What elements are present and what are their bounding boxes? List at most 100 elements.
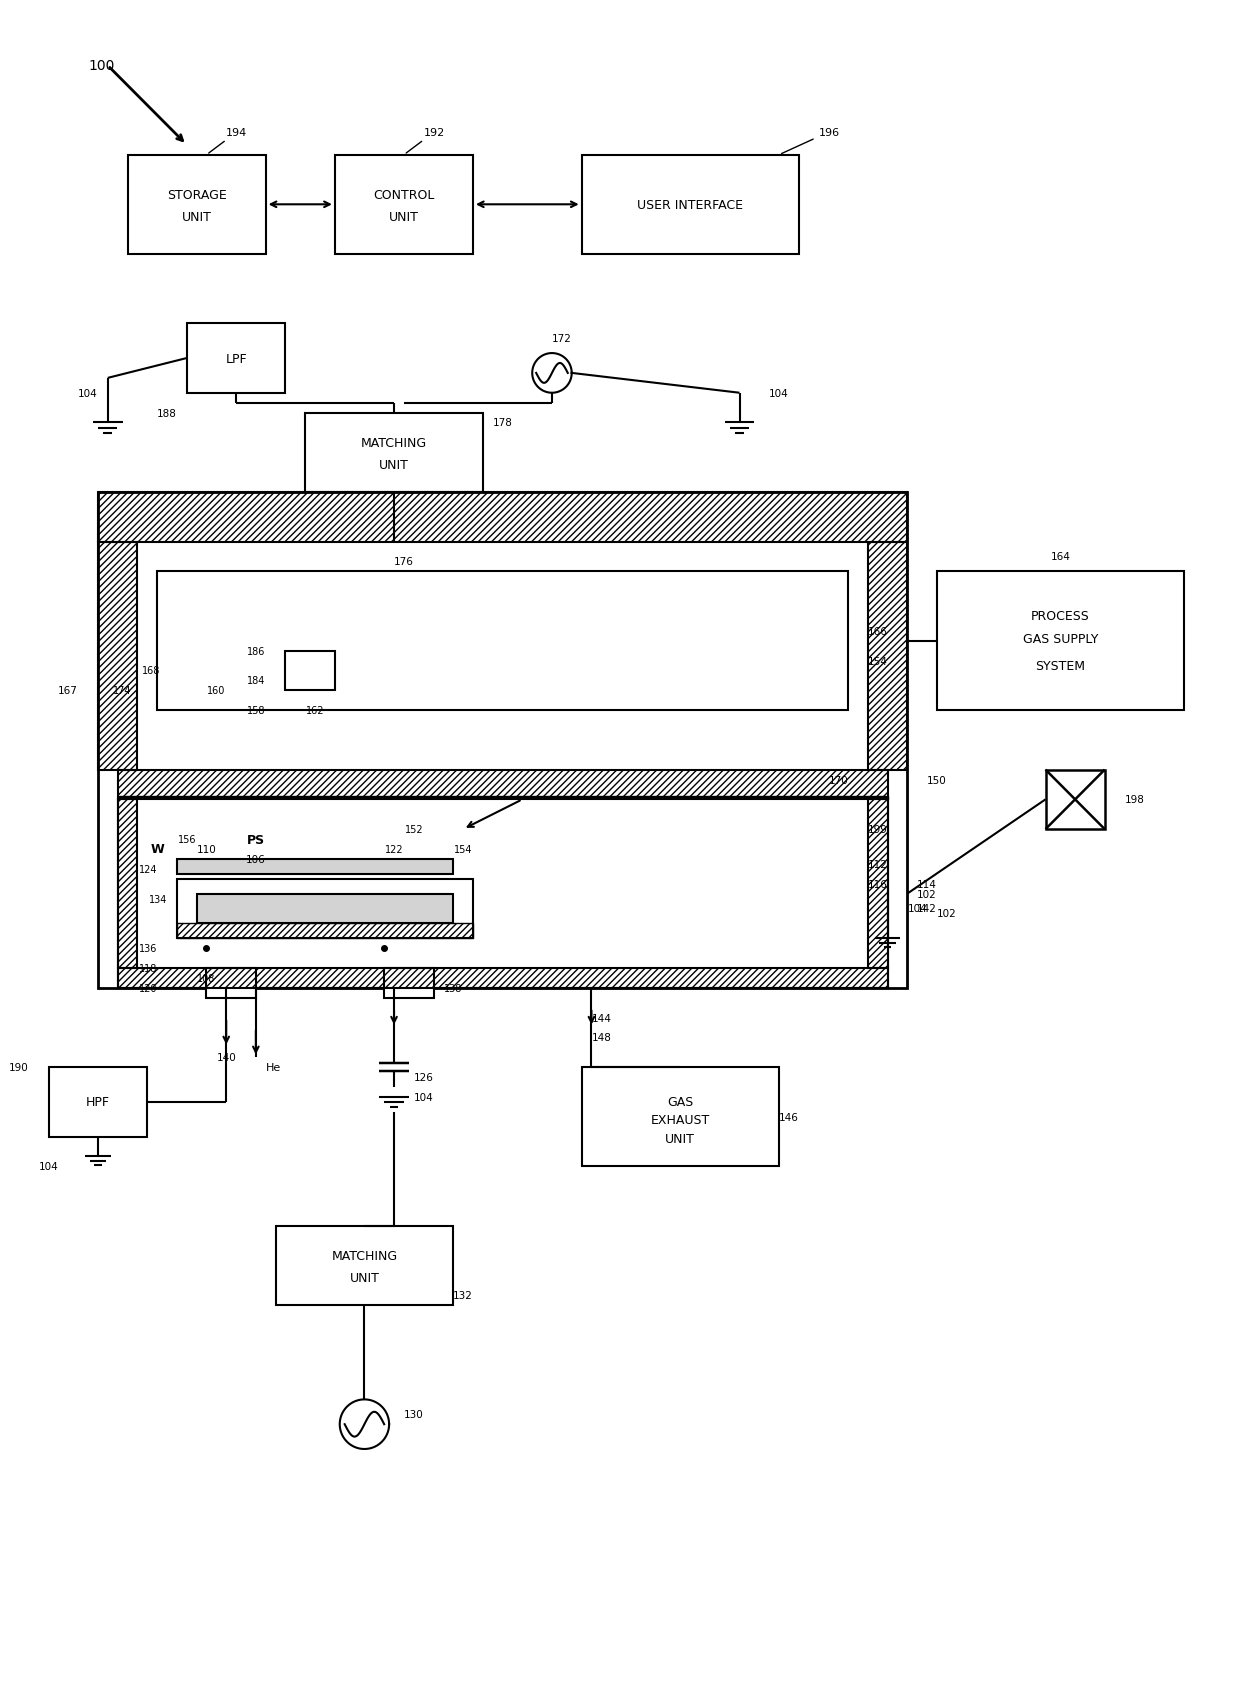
Bar bbox=[210, 801, 241, 819]
Text: 142: 142 bbox=[918, 904, 937, 914]
Bar bbox=[118, 801, 888, 988]
Text: UNIT: UNIT bbox=[389, 211, 419, 223]
Text: 112: 112 bbox=[868, 860, 888, 870]
Bar bbox=[157, 573, 848, 711]
Text: 102: 102 bbox=[918, 888, 937, 899]
Text: 116: 116 bbox=[868, 880, 888, 888]
Text: USER INTERFACE: USER INTERFACE bbox=[637, 199, 743, 211]
Text: 160: 160 bbox=[207, 686, 226, 696]
Bar bbox=[98, 493, 908, 542]
Text: 154: 154 bbox=[454, 844, 472, 855]
Text: 118: 118 bbox=[139, 963, 157, 973]
FancyBboxPatch shape bbox=[275, 1226, 454, 1306]
Text: UNIT: UNIT bbox=[350, 1272, 379, 1284]
Text: 146: 146 bbox=[779, 1111, 799, 1121]
Text: 196: 196 bbox=[781, 128, 839, 154]
Text: 167: 167 bbox=[58, 686, 78, 696]
Text: 172: 172 bbox=[552, 334, 572, 345]
Text: UNIT: UNIT bbox=[182, 211, 212, 223]
Text: 178: 178 bbox=[492, 419, 512, 429]
Bar bbox=[197, 893, 454, 924]
Bar bbox=[868, 801, 888, 968]
Bar bbox=[826, 801, 857, 819]
Text: 114: 114 bbox=[918, 880, 937, 888]
Bar bbox=[98, 542, 138, 770]
Bar bbox=[149, 801, 180, 819]
Text: EXHAUST: EXHAUST bbox=[651, 1113, 711, 1127]
Bar bbox=[118, 801, 138, 968]
Text: HPF: HPF bbox=[86, 1096, 110, 1108]
Bar bbox=[641, 801, 672, 819]
Text: 154: 154 bbox=[868, 655, 888, 665]
Bar bbox=[177, 860, 454, 875]
Text: 188: 188 bbox=[157, 409, 177, 419]
Bar bbox=[207, 968, 255, 998]
Text: CONTROL: CONTROL bbox=[373, 189, 434, 201]
Text: 102: 102 bbox=[937, 909, 957, 919]
Text: UNIT: UNIT bbox=[666, 1132, 696, 1145]
Text: STORAGE: STORAGE bbox=[166, 189, 227, 201]
Text: 158: 158 bbox=[247, 706, 265, 716]
Bar bbox=[98, 493, 908, 988]
Text: 190: 190 bbox=[9, 1062, 29, 1073]
Bar bbox=[1045, 770, 1105, 829]
Text: He: He bbox=[265, 1062, 281, 1073]
FancyBboxPatch shape bbox=[937, 573, 1184, 711]
Text: PROCESS: PROCESS bbox=[1030, 610, 1090, 623]
Text: 148: 148 bbox=[591, 1032, 611, 1042]
Text: 168: 168 bbox=[143, 665, 161, 676]
Bar bbox=[703, 801, 734, 819]
Bar bbox=[118, 797, 888, 801]
Text: 104: 104 bbox=[38, 1162, 58, 1172]
Text: 122: 122 bbox=[384, 844, 403, 855]
Text: 134: 134 bbox=[149, 893, 167, 904]
Text: 132: 132 bbox=[453, 1290, 474, 1301]
Text: 120: 120 bbox=[139, 983, 157, 993]
Bar bbox=[384, 968, 434, 998]
Text: 124: 124 bbox=[139, 865, 157, 875]
Bar bbox=[177, 924, 472, 939]
FancyBboxPatch shape bbox=[128, 155, 265, 255]
Bar bbox=[579, 801, 610, 819]
Text: 144: 144 bbox=[591, 1013, 611, 1024]
Text: 104: 104 bbox=[78, 388, 98, 399]
Text: 162: 162 bbox=[306, 706, 325, 716]
Bar bbox=[868, 542, 908, 770]
FancyBboxPatch shape bbox=[305, 414, 482, 493]
Text: 104: 104 bbox=[414, 1093, 434, 1103]
Bar bbox=[518, 801, 549, 819]
Bar bbox=[177, 880, 472, 939]
Text: GAS SUPPLY: GAS SUPPLY bbox=[1023, 633, 1097, 645]
Bar bbox=[394, 801, 425, 819]
Bar bbox=[456, 801, 487, 819]
Text: 152: 152 bbox=[404, 824, 423, 834]
Text: 140: 140 bbox=[216, 1052, 236, 1062]
Text: 104: 104 bbox=[908, 904, 928, 914]
FancyBboxPatch shape bbox=[582, 155, 799, 255]
Text: SYSTEM: SYSTEM bbox=[1035, 660, 1085, 672]
Text: 166: 166 bbox=[868, 627, 888, 637]
Text: 176: 176 bbox=[394, 557, 414, 568]
FancyBboxPatch shape bbox=[335, 155, 472, 255]
Text: 192: 192 bbox=[407, 128, 445, 154]
Text: 156: 156 bbox=[177, 834, 196, 844]
Text: 136: 136 bbox=[139, 944, 157, 954]
Text: GAS: GAS bbox=[667, 1096, 693, 1108]
Text: W: W bbox=[150, 843, 164, 856]
Bar bbox=[285, 652, 335, 691]
Text: 150: 150 bbox=[928, 775, 947, 785]
FancyBboxPatch shape bbox=[187, 324, 285, 394]
Text: 130: 130 bbox=[404, 1409, 424, 1419]
Text: 194: 194 bbox=[208, 128, 248, 154]
FancyBboxPatch shape bbox=[48, 1067, 148, 1137]
Text: 108: 108 bbox=[197, 973, 216, 983]
Text: 199: 199 bbox=[868, 824, 888, 834]
Text: MATCHING: MATCHING bbox=[331, 1250, 398, 1262]
Text: 198: 198 bbox=[1125, 796, 1145, 806]
Bar bbox=[118, 968, 888, 988]
Text: 106: 106 bbox=[246, 855, 265, 865]
Bar bbox=[118, 770, 888, 801]
Text: 174: 174 bbox=[113, 686, 131, 696]
Text: 184: 184 bbox=[247, 676, 265, 686]
Bar bbox=[334, 801, 365, 819]
